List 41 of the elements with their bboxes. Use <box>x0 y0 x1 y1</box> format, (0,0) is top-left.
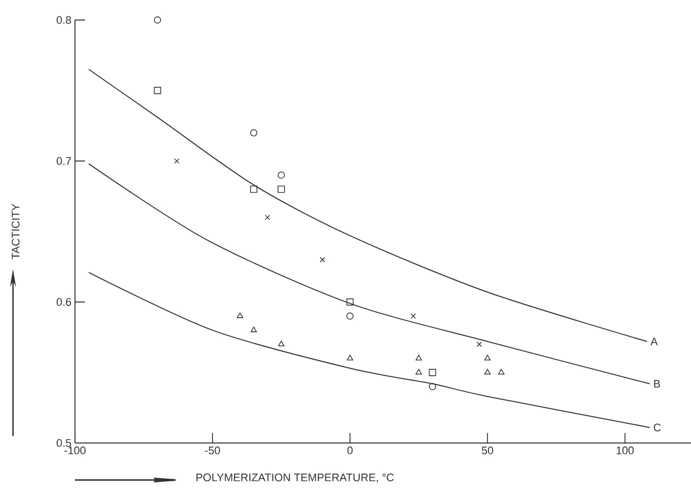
y-tick-label: 0.7 <box>56 157 71 165</box>
point <box>484 368 491 374</box>
x-tick-label: -100 <box>64 446 86 454</box>
point <box>250 326 257 332</box>
y-axis-title: TACTICITY <box>12 204 20 260</box>
point <box>476 342 482 347</box>
point <box>428 368 436 376</box>
point <box>498 368 504 374</box>
x-tick-label: 100 <box>616 446 634 454</box>
y-tick-label: 0.5 <box>56 439 72 447</box>
point <box>346 354 354 360</box>
point <box>428 383 436 390</box>
point <box>320 257 326 262</box>
point <box>278 340 284 346</box>
point <box>264 214 270 220</box>
point <box>174 158 180 164</box>
x-axis-title: POLYMERIZATION TEMPERATURE, °C <box>196 474 394 483</box>
x-tick-label: 0 <box>347 446 353 454</box>
line-series <box>88 272 650 428</box>
point <box>250 129 258 136</box>
point <box>278 172 285 179</box>
x-tick-label: 50 <box>482 446 494 454</box>
point <box>410 313 416 319</box>
line-series <box>88 68 648 342</box>
point <box>346 298 354 306</box>
y-tick-label: 0.8 <box>56 16 71 24</box>
x-tick-label: -50 <box>205 446 220 454</box>
point <box>416 368 422 374</box>
y-tick-label: 0.6 <box>56 298 71 306</box>
point <box>346 312 354 320</box>
point <box>416 354 422 360</box>
point <box>154 16 162 24</box>
point <box>154 86 162 94</box>
point <box>278 186 285 193</box>
point <box>250 186 258 193</box>
series-label: A <box>650 338 658 346</box>
line-series <box>88 163 650 384</box>
series-label: C <box>654 424 661 432</box>
point <box>236 312 244 318</box>
point <box>484 354 491 360</box>
series-label: B <box>654 380 660 388</box>
